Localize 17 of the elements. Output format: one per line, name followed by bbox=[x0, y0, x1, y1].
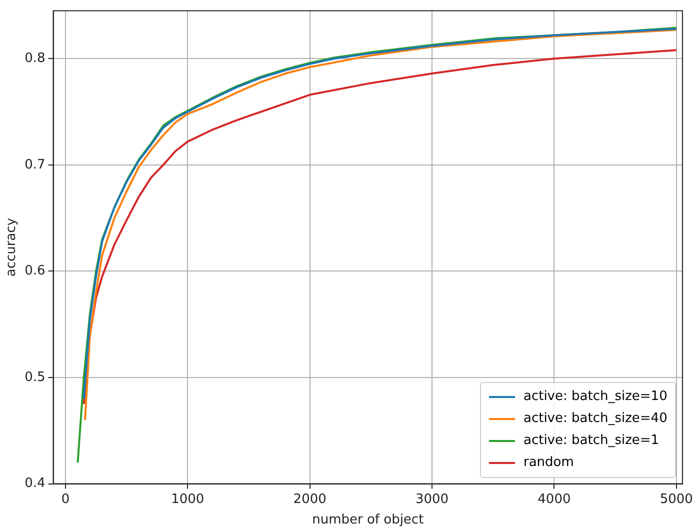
x-tick-label: 5000 bbox=[660, 492, 693, 507]
legend-label: active: batch_size=40 bbox=[523, 411, 668, 426]
y-tick-label: 0.5 bbox=[24, 370, 46, 385]
legend-label: random bbox=[523, 455, 574, 470]
y-tick-label: 0.4 bbox=[24, 476, 46, 492]
y-axis-title: accuracy bbox=[4, 218, 20, 277]
y-tick-label: 0.6 bbox=[24, 264, 46, 279]
y-tick-label: 0.7 bbox=[24, 157, 46, 172]
x-tick-label: 0 bbox=[61, 492, 70, 507]
legend-label: active: batch_size=10 bbox=[523, 389, 668, 404]
x-tick-label: 2000 bbox=[293, 492, 326, 507]
x-tick-label: 4000 bbox=[538, 492, 571, 507]
x-axis-title: number of object bbox=[312, 512, 424, 528]
y-tick-label: 0.8 bbox=[24, 51, 46, 66]
legend-label: active: batch_size=1 bbox=[523, 433, 660, 448]
x-tick-label: 1000 bbox=[171, 492, 204, 507]
x-tick-label: 3000 bbox=[415, 492, 449, 507]
